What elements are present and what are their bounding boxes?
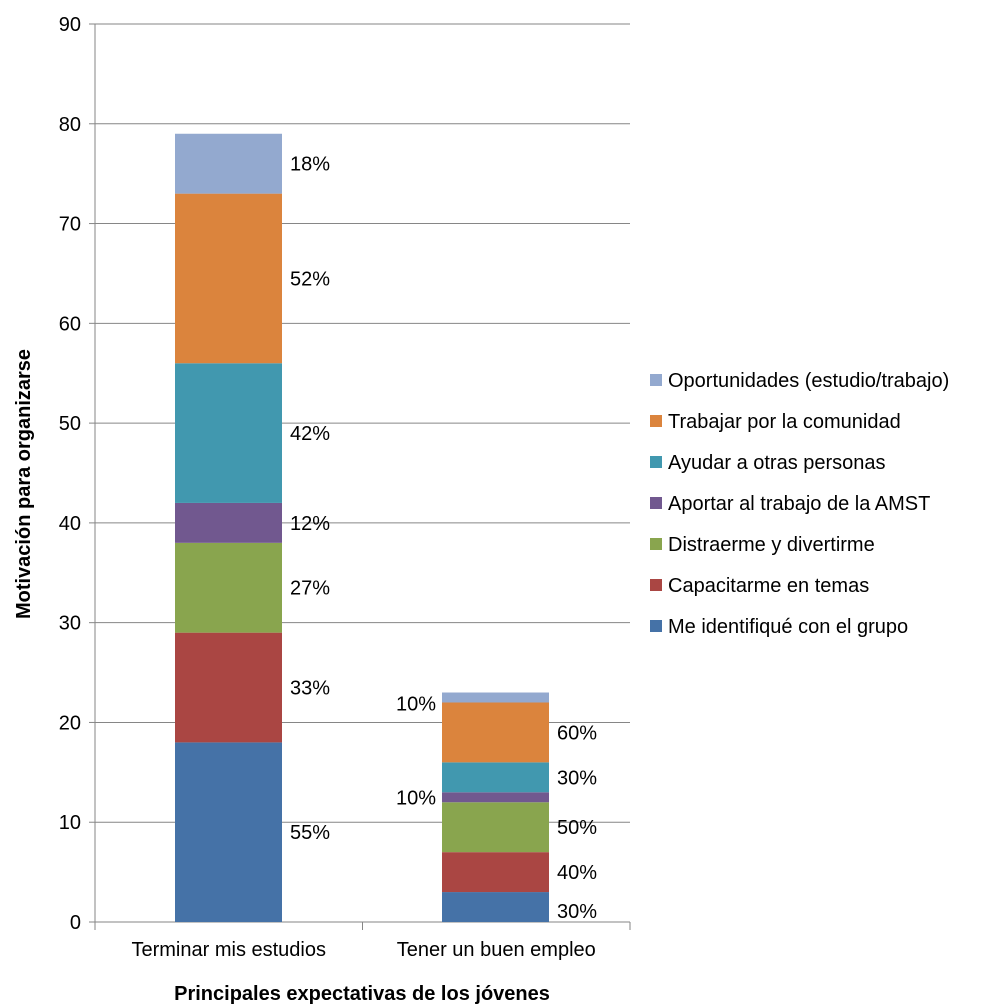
x-axis: Terminar mis estudios Tener un buen emple… — [94, 921, 631, 961]
data-label: 55% — [290, 822, 330, 844]
data-label: 60% — [557, 722, 597, 744]
data-label: 33% — [290, 678, 330, 700]
y-tick-label: 10 — [59, 812, 81, 834]
x-category-label: Terminar mis estudios — [131, 939, 326, 961]
data-label: 30% — [557, 767, 597, 789]
bar-segment — [442, 692, 549, 703]
legend-swatch — [650, 374, 662, 386]
bar-stacks — [175, 133, 549, 922]
data-label: 30% — [557, 901, 597, 923]
data-labels: 55% 33% 27% 12% 42% 52% 18% 30% 40% 50% 10% 30% 60% 1… — [290, 154, 597, 923]
bar-segment — [442, 792, 549, 803]
legend: Oportunidades (estudio/trabajo) Trabajar … — [650, 370, 949, 638]
bar-segment — [175, 133, 282, 194]
legend-label: Trabajar por la comunidad — [668, 411, 901, 433]
legend-swatch — [650, 579, 662, 591]
y-tick-label: 20 — [59, 712, 81, 734]
legend-swatch — [650, 497, 662, 509]
y-tick-label: 60 — [59, 313, 81, 335]
legend-label: Ayudar a otras personas — [668, 452, 886, 474]
x-category-label: Tener un buen empleo — [397, 939, 596, 961]
data-label: 50% — [557, 817, 597, 839]
y-tick-label: 50 — [59, 413, 81, 435]
data-label: 18% — [290, 154, 330, 176]
y-axis: 0 10 20 30 40 50 60 70 80 90 — [59, 14, 96, 934]
bar-segment — [442, 702, 549, 763]
y-tick-label: 90 — [59, 14, 81, 36]
data-label: 10% — [396, 787, 436, 809]
y-tick-label: 30 — [59, 613, 81, 635]
y-tick-label: 80 — [59, 114, 81, 136]
bar-segment — [175, 742, 282, 922]
legend-swatch — [650, 456, 662, 468]
bar-segment — [442, 802, 549, 853]
data-label: 10% — [396, 694, 436, 716]
data-label: 52% — [290, 268, 330, 290]
y-axis-title: Motivación para organizarse — [13, 349, 35, 619]
bar-segment — [175, 193, 282, 364]
legend-label: Capacitarme en temas — [668, 575, 869, 597]
legend-label: Me identifiqué con el grupo — [668, 616, 908, 638]
legend-swatch — [650, 538, 662, 550]
y-tick-label: 0 — [70, 912, 81, 934]
legend-swatch — [650, 415, 662, 427]
bar-segment — [442, 892, 549, 922]
bar-segment — [442, 762, 549, 793]
bar-segment — [175, 502, 282, 543]
data-label: 27% — [290, 578, 330, 600]
bar-segment — [175, 632, 282, 743]
data-label: 40% — [557, 862, 597, 884]
legend-label: Distraerme y divertirme — [668, 534, 875, 556]
legend-label: Aportar al trabajo de la AMST — [668, 493, 930, 515]
y-tick-label: 70 — [59, 214, 81, 236]
y-tick-label: 40 — [59, 513, 81, 535]
data-label: 12% — [290, 513, 330, 535]
bar-segment — [442, 852, 549, 893]
bar-segment — [175, 363, 282, 503]
legend-swatch — [650, 620, 662, 632]
x-axis-title: Principales expectativas de los jóvenes — [174, 983, 550, 1005]
legend-label: Oportunidades (estudio/trabajo) — [668, 370, 949, 392]
bar-segment — [175, 542, 282, 633]
data-label: 42% — [290, 423, 330, 445]
